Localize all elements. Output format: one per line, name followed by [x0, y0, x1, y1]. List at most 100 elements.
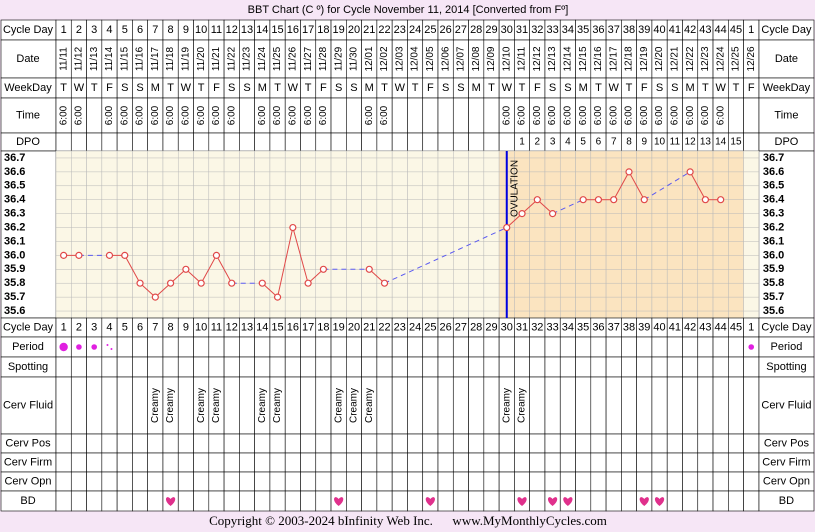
row-label: Time [16, 109, 40, 121]
cell [315, 150, 332, 319]
cell [437, 97, 454, 134]
cell [468, 433, 485, 454]
cell [284, 433, 301, 454]
cell [101, 356, 118, 378]
y-tick-label: 35.6 [763, 305, 784, 317]
cell [544, 356, 561, 378]
date: 12/23 [700, 46, 711, 71]
cell [483, 433, 500, 454]
date: 11/21 [211, 46, 222, 71]
row-label: Cerv Fluid [3, 399, 53, 411]
cell [315, 490, 332, 512]
cycle-day: 9 [183, 24, 189, 36]
cycle-day: 18 [317, 321, 329, 333]
cell [70, 356, 87, 378]
cell [162, 132, 179, 152]
cell [422, 433, 439, 454]
date: 12/16 [593, 46, 604, 71]
y-tick-label: 36.4 [4, 194, 26, 206]
cell [498, 132, 515, 152]
time: 6:00 [303, 105, 314, 125]
cell [208, 452, 225, 473]
cell [590, 336, 607, 358]
weekday: T [198, 82, 205, 94]
date: 12/07 [456, 46, 467, 71]
weekday: M [472, 82, 481, 94]
temp-point [365, 265, 373, 273]
temp-point [182, 265, 190, 273]
temp-line [216, 255, 233, 284]
cycle-day: 44 [715, 24, 727, 36]
date: 12/20 [654, 46, 665, 71]
temp-point [686, 168, 694, 176]
dpo: 3 [550, 137, 556, 148]
date: 11/15 [119, 46, 130, 71]
temp-point [533, 196, 541, 204]
weekday: T [91, 82, 98, 94]
cell [575, 150, 592, 319]
cell [728, 471, 744, 492]
cycle-day: 24 [409, 321, 421, 333]
cycle-day: 15 [271, 321, 283, 333]
cell [422, 356, 439, 378]
cell [407, 471, 424, 492]
cell [407, 356, 424, 378]
y-tick-label: 35.9 [4, 263, 25, 275]
y-tick-label: 36.2 [4, 221, 25, 233]
row-label: Time [774, 109, 798, 121]
cell [621, 433, 637, 454]
cell [422, 336, 439, 358]
cell [361, 452, 378, 473]
cell [239, 132, 255, 152]
cell [743, 97, 760, 134]
y-tick-label: 36.7 [763, 152, 784, 164]
cell [284, 150, 301, 319]
cell [86, 132, 103, 152]
cell [391, 336, 408, 358]
row-label: DPO [16, 136, 40, 148]
cycle-day: 24 [409, 24, 421, 36]
y-tick-label: 36.0 [763, 249, 784, 261]
weekday: F [213, 82, 220, 94]
cell [437, 150, 454, 319]
date: 11/11 [58, 47, 69, 71]
cell [132, 471, 148, 492]
y-tick-label: 36.7 [4, 152, 25, 164]
weekday: T [733, 82, 740, 94]
cell [651, 433, 668, 454]
date: 12/09 [486, 46, 497, 71]
cycle-day: 30 [501, 321, 513, 333]
cell [346, 150, 362, 319]
cell [376, 132, 393, 152]
cell [559, 471, 576, 492]
cell [452, 490, 469, 512]
cycle-day: 36 [592, 24, 604, 36]
cell [55, 150, 72, 319]
date: 12/22 [685, 46, 696, 71]
cell [193, 490, 210, 512]
cycle-day: 6 [137, 24, 143, 36]
row-label: Date [16, 53, 39, 65]
dpo: 6 [596, 137, 602, 148]
cell [728, 356, 744, 378]
temp-point [625, 168, 633, 176]
date: 11/29 [333, 46, 344, 71]
dpo: 2 [535, 137, 541, 148]
weekday: T [626, 82, 633, 94]
cycle-day: 22 [378, 321, 390, 333]
dpo: 13 [700, 137, 712, 148]
date: 11/25 [272, 46, 283, 71]
cycle-day: 7 [152, 24, 158, 36]
cell [529, 433, 546, 454]
y-tick-label: 36.6 [4, 166, 25, 178]
cell [422, 132, 439, 152]
cycle-day: 45 [730, 24, 742, 36]
cell [559, 150, 576, 319]
cerv-fluid: Creamy [349, 388, 360, 423]
cell [162, 336, 179, 358]
time: 6:00 [685, 105, 696, 125]
cell [300, 376, 317, 435]
time: 6:00 [58, 105, 69, 125]
cell [498, 356, 515, 378]
